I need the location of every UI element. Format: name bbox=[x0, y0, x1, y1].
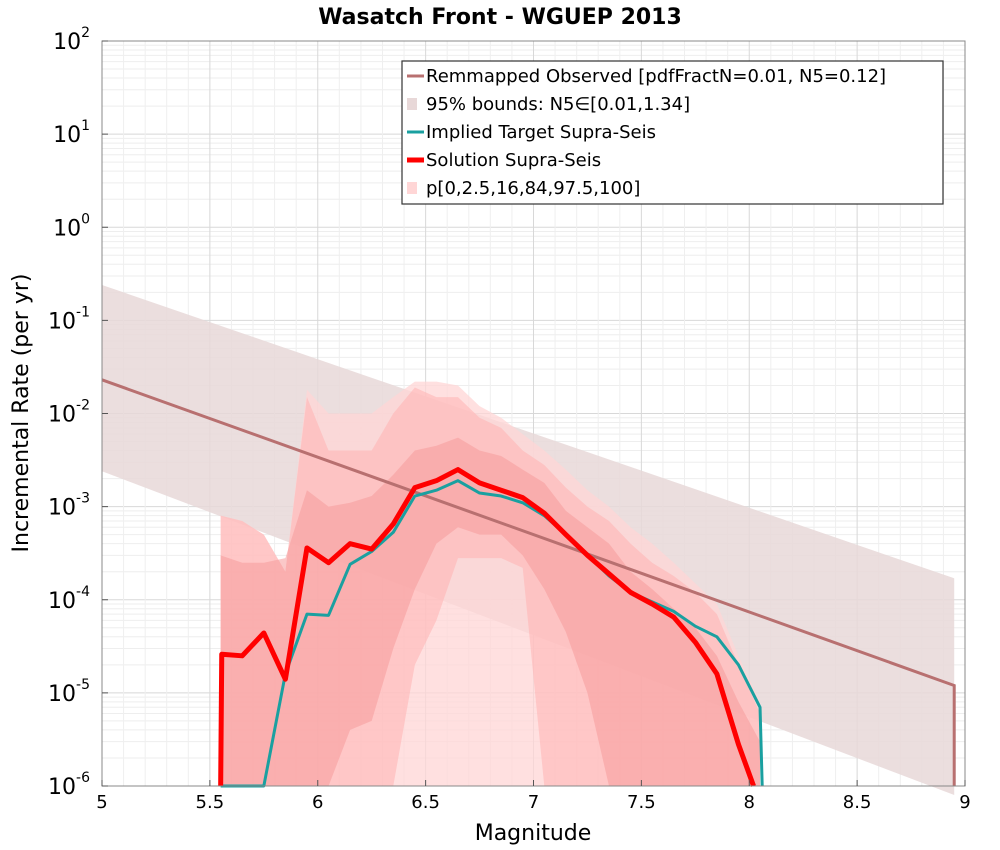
x-tick-label: 8 bbox=[744, 792, 755, 813]
legend-box bbox=[401, 60, 944, 205]
legend-label: p[0,2.5,16,84,97.5,100] bbox=[426, 178, 640, 199]
y-ticks: 10-6 10-5 10-4 10-3 10-2 10-1 100 101 102 bbox=[48, 25, 108, 800]
implied-target-line bbox=[220, 479, 764, 788]
y-tick-label: 10-2 bbox=[48, 398, 90, 428]
observed-line bbox=[101, 378, 956, 786]
legend-swatch-patch bbox=[407, 182, 417, 194]
x-axis-label: Magnitude bbox=[475, 821, 592, 846]
chart-title: Wasatch Front - WGUEP 2013 bbox=[318, 5, 682, 30]
legend-label: 95% bounds: N5∈[0.01,1.34] bbox=[426, 94, 690, 115]
x-tick-label: 8.5 bbox=[843, 792, 872, 813]
x-tick-label: 9 bbox=[959, 792, 970, 813]
y-tick-label: 10-6 bbox=[48, 770, 90, 800]
y-tick-label: 100 bbox=[53, 211, 90, 241]
legend-label: Implied Target Supra-Seis bbox=[426, 122, 656, 143]
y-tick-label: 10-5 bbox=[48, 677, 90, 707]
legend-label: Remmapped Observed [pdfFractN=0.01, N5=0… bbox=[426, 66, 886, 87]
x-tick-label: 7 bbox=[528, 792, 539, 813]
band-p16-p84 bbox=[220, 437, 761, 786]
y-tick-label: 10-1 bbox=[48, 304, 90, 334]
y-tick-label: 10-4 bbox=[48, 584, 90, 614]
x-ticks: 5 5.5 6 6.5 7 7.5 8 8.5 9 bbox=[96, 780, 971, 813]
x-tick-label: 5 bbox=[96, 792, 107, 813]
lines bbox=[101, 378, 956, 788]
y-axis-label: Incremental Rate (per yr) bbox=[9, 274, 34, 553]
bands bbox=[102, 284, 955, 796]
y-tick-label: 102 bbox=[53, 25, 90, 55]
x-tick-label: 5.5 bbox=[196, 792, 225, 813]
y-tick-label: 101 bbox=[53, 118, 90, 148]
x-tick-label: 6 bbox=[312, 792, 323, 813]
x-tick-label: 7.5 bbox=[627, 792, 656, 813]
y-tick-label: 10-3 bbox=[48, 491, 90, 521]
solution-line bbox=[218, 467, 756, 787]
legend-swatch-patch bbox=[407, 98, 417, 110]
x-tick-label: 6.5 bbox=[411, 792, 440, 813]
legend-label: Solution Supra-Seis bbox=[426, 150, 601, 171]
legend: Remmapped Observed [pdfFractN=0.01, N5=0… bbox=[401, 60, 944, 205]
